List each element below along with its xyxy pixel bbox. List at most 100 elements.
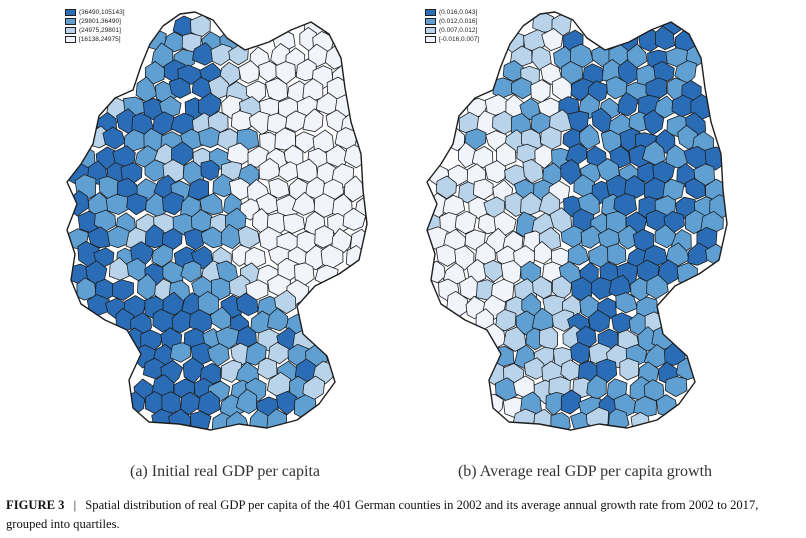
county-region (268, 177, 290, 199)
county-region (343, 144, 367, 169)
legend-item: (0.007,0.012] (425, 26, 479, 35)
legend-label: [16138,24975] (79, 36, 121, 43)
county-region (484, 160, 507, 184)
county-region (511, 77, 532, 100)
county-region (580, 225, 602, 249)
legend-item: (0.016,0.043] (425, 8, 479, 17)
legend-swatch (425, 36, 436, 43)
county-region (180, 260, 202, 283)
county-region (152, 308, 175, 333)
county-region (624, 175, 647, 199)
county-region (345, 245, 367, 269)
map-panel-gdp-growth: (0.016,0.043] (0.012,0.016] (0.007,0.012… (405, 4, 765, 444)
county-region (495, 308, 517, 332)
legend-item: (0.012,0.016] (425, 17, 479, 26)
county-region (607, 243, 627, 266)
county-region (615, 292, 638, 314)
county-region (200, 159, 220, 181)
county-region (291, 191, 316, 216)
legend-item: [16138,24975] (65, 35, 125, 44)
county-region (471, 145, 494, 169)
county-region (247, 145, 269, 168)
legend-swatch (425, 27, 436, 34)
county-region (569, 43, 594, 68)
county-region (570, 341, 590, 365)
county-region (532, 12, 555, 33)
county-region (235, 388, 258, 415)
county-region (560, 158, 582, 185)
county-region (427, 260, 446, 284)
germany-county-map-growth (426, 11, 728, 431)
county-region (314, 225, 335, 249)
county-region (533, 240, 553, 265)
county-region (454, 210, 477, 235)
legend-swatch (425, 9, 436, 16)
legend-item: (24975,29801] (65, 26, 125, 35)
legend-growth: (0.016,0.043] (0.012,0.016] (0.007,0.012… (425, 8, 480, 44)
county-region (274, 289, 297, 315)
county-region (151, 42, 174, 68)
legend-swatch (65, 9, 76, 16)
figure-label: FIGURE 3 (6, 498, 65, 512)
county-region (267, 307, 289, 332)
county-region (302, 108, 324, 132)
legend-item: (36490,105143] (65, 8, 125, 17)
county-region (605, 76, 628, 100)
legend-swatch (425, 18, 436, 25)
county-region (258, 157, 281, 181)
legend-item: (29801,36490] (65, 17, 125, 26)
county-region (541, 28, 564, 52)
county-region (212, 173, 233, 198)
county-region (76, 277, 97, 301)
county-layer (67, 13, 367, 430)
county-region (105, 193, 129, 215)
county-region (503, 326, 527, 352)
county-region (187, 178, 210, 201)
county-region (126, 257, 148, 281)
county-region (169, 342, 191, 363)
county-region (646, 274, 669, 300)
county-region (588, 309, 611, 333)
county-region (144, 159, 167, 182)
county-region (567, 243, 590, 266)
county-region (523, 357, 545, 380)
county-region (654, 224, 676, 249)
county-region (617, 224, 639, 250)
county-region (235, 292, 259, 317)
legend-item: [-0.016,0.007] (425, 35, 479, 44)
county-region (654, 25, 676, 51)
county-region (168, 77, 192, 99)
legend-label: (36490,105143] (79, 9, 125, 16)
county-region (676, 262, 698, 286)
county-region (619, 128, 641, 152)
county-region (560, 389, 582, 415)
county-region (126, 193, 148, 216)
legend-swatch (65, 18, 76, 25)
county-region (538, 326, 559, 352)
figure-caption: FIGURE 3 | Spatial distribution of real … (6, 496, 801, 534)
legend-swatch (65, 36, 76, 43)
county-region (295, 58, 317, 82)
county-region (245, 341, 267, 366)
county-region (210, 43, 233, 66)
county-region (551, 309, 575, 332)
country-border (426, 11, 728, 431)
legend-label: (0.012,0.016] (439, 18, 478, 25)
county-region (275, 390, 297, 416)
county-region (274, 127, 297, 151)
legend-label: [-0.016,0.007] (439, 36, 480, 43)
caption-separator: | (73, 498, 77, 512)
county-region (144, 224, 166, 249)
legend-gdp: (36490,105143] (29801,36490] (24975,2980… (65, 8, 125, 44)
caption-text: Spatial distribution of real GDP per cap… (6, 498, 759, 531)
county-region (590, 276, 612, 301)
county-region (102, 126, 126, 150)
county-region (112, 279, 134, 301)
county-region (257, 357, 278, 380)
county-region (483, 259, 504, 283)
county-region (282, 213, 306, 234)
county-region (550, 412, 571, 430)
legend-label: (24975,29801] (79, 27, 121, 34)
county-region (491, 345, 515, 368)
germany-county-map-gdp (66, 11, 368, 431)
